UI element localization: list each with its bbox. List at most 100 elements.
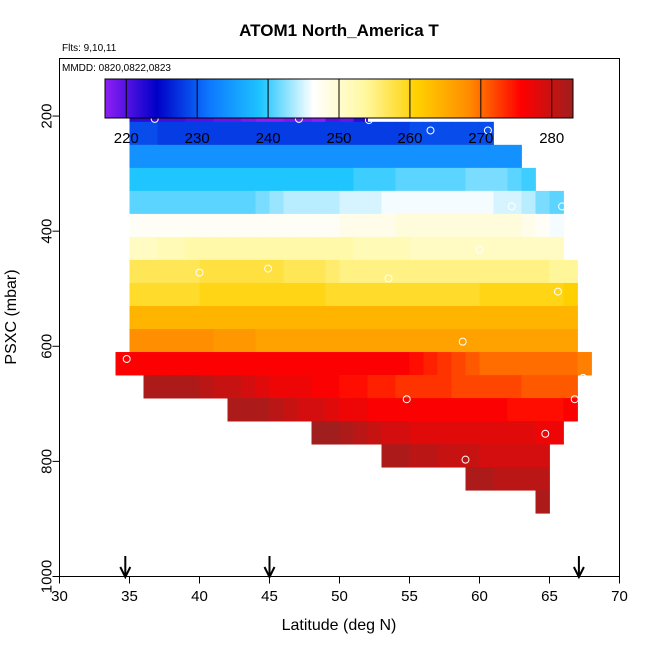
- heatmap-cell: [437, 167, 452, 192]
- colorbar-tick-label: 230: [185, 130, 210, 147]
- heatmap-cell: [465, 282, 480, 307]
- heatmap-cell: [227, 305, 242, 330]
- heatmap-cell: [563, 375, 578, 399]
- heatmap-cell: [493, 467, 508, 491]
- heatmap-cell: [521, 167, 536, 192]
- heatmap-cell: [493, 236, 508, 261]
- heatmap-cell: [353, 144, 368, 169]
- heatmap-cell: [451, 259, 466, 284]
- colorbar-tick-label: 240: [256, 130, 281, 147]
- heatmap-cell: [451, 352, 466, 376]
- heatmap-cell: [493, 144, 508, 169]
- heatmap-cell: [269, 398, 284, 422]
- heatmap-cell: [549, 329, 564, 353]
- heatmap-cell: [437, 259, 452, 284]
- heatmap-cell: [381, 213, 396, 238]
- heatmap-cell: [409, 259, 424, 284]
- heatmap-cell: [409, 398, 424, 422]
- heatmap-cell: [143, 352, 158, 376]
- heatmap-cell: [213, 375, 228, 399]
- heatmap-cell: [143, 144, 158, 169]
- heatmap-cell: [549, 421, 564, 445]
- heatmap-cell: [479, 352, 494, 376]
- heatmap-cell: [171, 190, 186, 215]
- heatmap-cell: [451, 236, 466, 261]
- heatmap-cell: [507, 421, 522, 445]
- heatmap-cell: [535, 213, 550, 238]
- heatmap-cell: [227, 236, 242, 261]
- heatmap-cell: [269, 121, 284, 146]
- heatmap-cell: [395, 398, 410, 422]
- heatmap-cell: [479, 467, 494, 491]
- heatmap-cell: [171, 167, 186, 192]
- heatmap-cell: [507, 167, 522, 192]
- heatmap-cell: [465, 421, 480, 445]
- heatmap-cell: [521, 444, 536, 468]
- heatmap-cell: [297, 213, 312, 238]
- heatmap-cells: [115, 98, 592, 514]
- heatmap-cell: [563, 398, 578, 422]
- heatmap-cell: [213, 305, 228, 330]
- heatmap-cell: [381, 305, 396, 330]
- heatmap-cell: [297, 375, 312, 399]
- observation-point: [402, 395, 411, 404]
- heatmap-cell: [507, 398, 522, 422]
- heatmap-cell: [493, 259, 508, 284]
- heatmap-cell: [493, 352, 508, 376]
- heatmap-cell: [451, 144, 466, 169]
- heatmap-cell: [311, 329, 326, 353]
- heatmap-cell: [549, 352, 564, 376]
- heatmap-cell: [367, 421, 382, 445]
- heatmap-cell: [311, 236, 326, 261]
- heatmap-cell: [353, 375, 368, 399]
- heatmap-cell: [325, 352, 340, 376]
- heatmap-cell: [549, 305, 564, 330]
- heatmap-cell: [549, 398, 564, 422]
- heatmap-cell: [479, 305, 494, 330]
- heatmap-cell: [381, 329, 396, 353]
- heatmap-cell: [199, 213, 214, 238]
- observation-point: [570, 395, 579, 404]
- heatmap-cell: [465, 190, 480, 215]
- heatmap-cell: [535, 444, 550, 468]
- heatmap-cell: [241, 167, 256, 192]
- observation-point: [544, 542, 553, 550]
- heatmap-cell: [395, 213, 410, 238]
- heatmap-cell: [241, 375, 256, 399]
- heatmap-cell: [549, 213, 564, 238]
- heatmap-cell: [255, 375, 270, 399]
- heatmap-cell: [521, 305, 536, 330]
- heatmap-cell: [507, 352, 522, 376]
- heatmap-cell: [367, 236, 382, 261]
- heatmap-cell: [451, 213, 466, 238]
- heatmap-cell: [451, 121, 466, 146]
- heatmap-cell: [157, 282, 172, 307]
- heatmap-cell: [549, 259, 564, 284]
- heatmap-cell: [339, 305, 354, 330]
- heatmap-cell: [479, 329, 494, 353]
- heatmap-cell: [171, 282, 186, 307]
- heatmap-cell: [129, 121, 144, 146]
- heatmap-cell: [465, 444, 480, 468]
- heatmap-cell: [423, 398, 438, 422]
- heatmap-cell: [367, 352, 382, 376]
- heatmap-cell: [311, 398, 326, 422]
- heatmap-cell: [423, 375, 438, 399]
- observation-point: [558, 202, 567, 211]
- heatmap-cell: [395, 190, 410, 215]
- heatmap-cell: [241, 144, 256, 169]
- observation-point: [461, 455, 470, 464]
- heatmap-cell: [395, 236, 410, 261]
- heatmap-cell: [311, 259, 326, 284]
- heatmap-cell: [171, 213, 186, 238]
- heatmap-cell: [353, 259, 368, 284]
- heatmap-cell: [535, 398, 550, 422]
- heatmap-cell: [367, 375, 382, 399]
- observation-point: [426, 126, 435, 135]
- heatmap-cell: [507, 444, 522, 468]
- x-tick-label: 70: [611, 588, 628, 605]
- heatmap-cell: [423, 167, 438, 192]
- chart-title: ATOM1 North_America T: [239, 21, 439, 40]
- heatmap-cell: [143, 329, 158, 353]
- heatmap-cell: [451, 421, 466, 445]
